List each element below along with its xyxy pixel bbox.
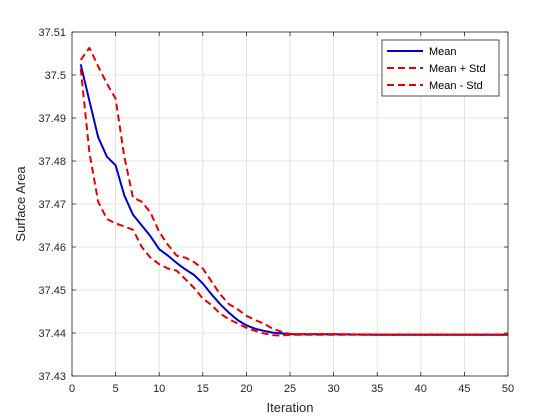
axis-ticks: 0 5 10 15 20 25 30 35 40 45 50 37.43 37.44 37.45 37.46… <box>38 27 514 395</box>
x-tick-label: 20 <box>240 383 252 395</box>
x-tick-label: 40 <box>415 383 427 395</box>
series-line-mean-minus-std <box>79 68 508 337</box>
y-tick-label: 37.46 <box>38 242 66 254</box>
x-tick-label: 30 <box>327 383 339 395</box>
y-tick-label: 37.47 <box>38 199 66 211</box>
series-lines <box>79 46 508 337</box>
y-tick-label: 37.51 <box>38 27 66 39</box>
x-tick-label: 10 <box>153 383 165 395</box>
y-tick-label: 37.49 <box>38 113 66 125</box>
y-tick-label: 37.48 <box>38 156 66 168</box>
legend-entry-label: Mean + Std <box>429 63 486 75</box>
legend-entry-label: Mean <box>429 46 457 58</box>
x-tick-label: 45 <box>458 383 470 395</box>
x-axis-label: Iteration <box>267 400 314 415</box>
legend-entry-label: Mean - Std <box>429 80 483 92</box>
x-tick-label: 35 <box>371 383 383 395</box>
x-tick-label: 5 <box>113 383 119 395</box>
x-tick-label: 0 <box>69 383 75 395</box>
y-axis-label: Surface Area <box>13 166 28 242</box>
y-tick-label: 37.5 <box>45 70 66 82</box>
y-tick-label: 37.45 <box>38 285 66 297</box>
x-tick-label: 15 <box>197 383 209 395</box>
legend: Mean Mean + Std Mean - Std <box>381 39 500 97</box>
x-tick-label: 50 <box>502 383 514 395</box>
y-tick-label: 37.43 <box>38 371 66 383</box>
x-tick-label: 25 <box>284 383 296 395</box>
y-tick-label: 37.44 <box>38 328 66 340</box>
